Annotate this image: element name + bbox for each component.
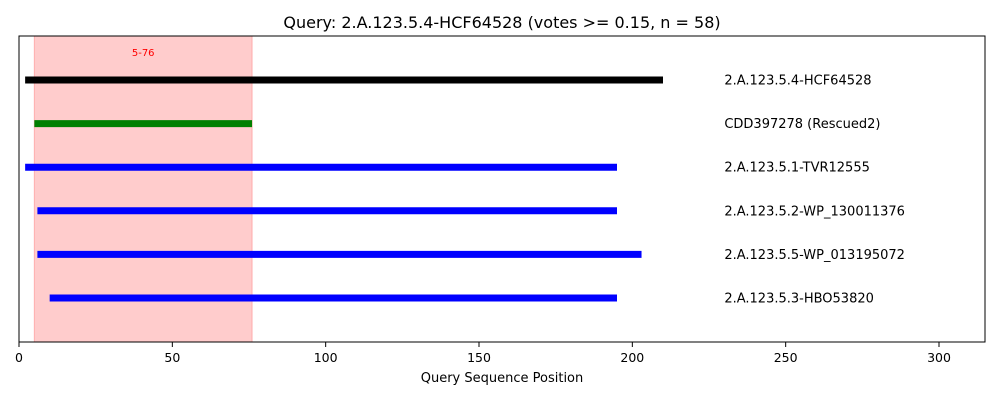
series-labels-layer: 2.A.123.5.4-HCF64528 CDD397278 (Rescued2)… [724,74,905,307]
x-axis-ticks: 0 50 100 150 200 250 300 [15,342,951,365]
series-label: 2.A.123.5.3-HBO53820 [724,292,874,307]
chart-title: Query: 2.A.123.5.4-HCF64528 (votes >= 0.… [283,13,720,32]
x-tick-label: 250 [774,350,798,365]
x-tick-label: 200 [620,350,644,365]
x-tick-label: 50 [164,350,180,365]
highlight-region-layer: 5-76 [33,35,253,343]
series-label: CDD397278 (Rescued2) [724,117,880,132]
series-label: 2.A.123.5.1-TVR12555 [724,161,870,176]
x-tick-label: 0 [15,350,23,365]
series-label: 2.A.123.5.5-WP_013195072 [724,248,905,263]
series-label: 2.A.123.5.4-HCF64528 [724,74,871,89]
x-tick-label: 150 [467,350,491,365]
x-tick-label: 300 [927,350,951,365]
highlight-region [33,35,253,343]
series-label: 2.A.123.5.2-WP_130011376 [724,204,905,219]
x-axis-label: Query Sequence Position [421,371,584,386]
plot-frame [18,35,986,343]
x-tick-label: 100 [314,350,338,365]
series-bars-layer [25,76,663,302]
highlight-region-label: 5-76 [132,48,155,59]
